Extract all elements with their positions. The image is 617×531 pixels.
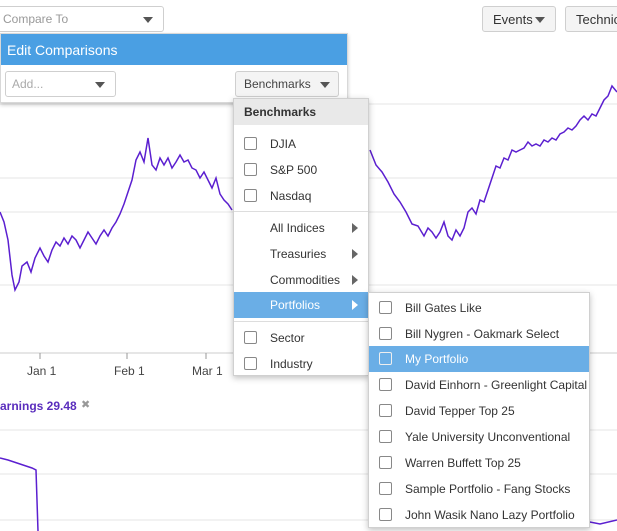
checkbox[interactable] [244,331,257,344]
portfolio-label: Warren Buffett Top 25 [405,456,521,470]
benchmark-item-djia[interactable]: DJIA [234,131,368,157]
chevron-down-icon [535,17,545,23]
chevron-down-icon [143,17,153,23]
benchmark-label: S&P 500 [270,163,318,177]
events-button[interactable]: Events [482,6,556,32]
compare-to-placeholder: Compare To [3,12,69,26]
portfolio-item[interactable]: David Einhorn - Greenlight Capital [369,372,589,398]
checkbox[interactable] [379,378,392,391]
checkbox[interactable] [244,357,257,370]
price-series-line-right [369,84,617,242]
portfolio-label: Bill Gates Like [405,301,482,315]
edit-comparisons-title: Edit Comparisons [1,34,347,65]
checkbox[interactable] [379,352,392,365]
checkbox[interactable] [244,189,257,202]
checkbox[interactable] [244,163,257,176]
benchmarks-button-label: Benchmarks [244,77,311,91]
benchmark-item-sector[interactable]: Sector [234,325,368,351]
chevron-right-icon [352,249,358,259]
portfolio-item[interactable]: Yale University Unconventional [369,424,589,450]
benchmarks-menu-header: Benchmarks [234,99,368,125]
submenu-item-portfolios[interactable]: Portfolios [234,292,368,318]
earnings-legend-label: arnings 29.48 [0,399,77,413]
portfolio-item-my-portfolio[interactable]: My Portfolio [369,346,589,372]
portfolio-item[interactable]: John Wasik Nano Lazy Portfolio [369,502,589,528]
menu-divider [234,211,368,212]
chevron-down-icon [95,82,105,88]
chevron-right-icon [352,223,358,233]
checkbox[interactable] [379,327,392,340]
portfolio-item[interactable]: Sample Portfolio - Fang Stocks [369,476,589,502]
chevron-down-icon [320,82,330,88]
portfolio-label: My Portfolio [405,352,469,366]
compare-to-select[interactable]: Compare To [0,6,164,32]
portfolio-label: David Tepper Top 25 [405,404,515,418]
portfolio-label: Yale University Unconventional [405,430,571,444]
submenu-label: Treasuries [270,247,327,261]
portfolio-label: Sample Portfolio - Fang Stocks [405,482,571,496]
checkbox[interactable] [379,508,392,521]
submenu-item-all-indices[interactable]: All Indices [234,215,368,241]
portfolio-label: Bill Nygren - Oakmark Select [405,327,560,341]
price-series-line [0,137,233,293]
technicals-button[interactable]: Technica [565,6,617,32]
benchmarks-button[interactable]: Benchmarks [235,71,339,97]
checkbox[interactable] [379,404,392,417]
benchmarks-menu: Benchmarks DJIA S&P 500 Nasdaq All Indic… [233,98,369,376]
x-tick-label: Mar 1 [192,364,223,378]
portfolio-label: John Wasik Nano Lazy Portfolio [405,508,575,522]
portfolio-item[interactable]: David Tepper Top 25 [369,398,589,424]
benchmark-item-sp500[interactable]: S&P 500 [234,157,368,183]
menu-divider [234,321,368,322]
submenu-item-treasuries[interactable]: Treasuries [234,241,368,267]
benchmark-label: Sector [270,331,305,345]
submenu-item-commodities[interactable]: Commodities [234,267,368,293]
portfolio-item[interactable]: Bill Gates Like [369,295,589,321]
benchmark-label: Industry [270,357,313,371]
benchmark-item-nasdaq[interactable]: Nasdaq [234,183,368,209]
checkbox[interactable] [379,456,392,469]
events-label: Events [493,11,533,27]
x-tick-label: Feb 1 [114,364,145,378]
x-tick-label: Jan 1 [27,364,57,378]
portfolio-label: David Einhorn - Greenlight Capital [405,378,588,392]
submenu-label: All Indices [270,221,325,235]
submenu-label: Portfolios [270,298,321,312]
x-axis-ticks [39,353,207,359]
benchmark-item-industry[interactable]: Industry [234,351,368,377]
add-placeholder: Add... [12,77,44,91]
checkbox[interactable] [244,137,257,150]
submenu-label: Commodities [270,273,341,287]
portfolio-item[interactable]: Warren Buffett Top 25 [369,450,589,476]
add-comparison-select[interactable]: Add... [5,71,116,97]
edit-comparisons-panel: Edit Comparisons Add... Benchmarks [0,33,348,103]
checkbox[interactable] [379,430,392,443]
benchmark-label: Nasdaq [270,189,312,203]
earnings-series-line [0,457,39,531]
checkbox[interactable] [379,301,392,314]
chevron-right-icon [352,275,358,285]
technicals-label: Technica [576,11,617,27]
portfolios-submenu: Bill Gates Like Bill Nygren - Oakmark Se… [368,292,590,528]
checkbox[interactable] [379,482,392,495]
chevron-right-icon [352,300,358,310]
remove-earnings-icon[interactable]: ✖ [81,399,91,411]
portfolio-item[interactable]: Bill Nygren - Oakmark Select [369,321,589,347]
benchmark-label: DJIA [270,137,297,151]
